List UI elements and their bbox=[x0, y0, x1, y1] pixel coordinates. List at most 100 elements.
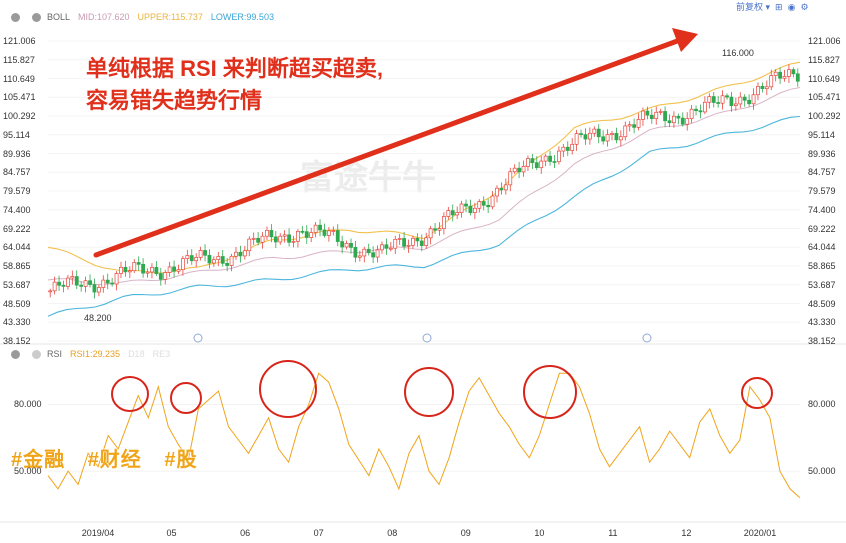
candle-body bbox=[725, 95, 729, 98]
rsi2-value: D18 bbox=[128, 349, 145, 359]
price-tick-left: 84.757 bbox=[3, 167, 31, 178]
rsi-tick-right: 50.000 bbox=[808, 466, 836, 477]
candle-body bbox=[313, 224, 318, 233]
candle-body bbox=[70, 276, 75, 279]
rsi-label[interactable]: RSI bbox=[47, 349, 63, 359]
candle-body bbox=[433, 228, 437, 231]
candle-body bbox=[455, 212, 460, 216]
candle-body bbox=[402, 238, 406, 247]
candle-body bbox=[110, 282, 115, 285]
candle-body bbox=[181, 258, 185, 271]
candle-body bbox=[349, 243, 353, 248]
candle-body bbox=[340, 241, 345, 248]
candle-body bbox=[388, 247, 393, 250]
price-tick-left: 43.330 bbox=[3, 317, 31, 328]
x-tick-label: 05 bbox=[166, 528, 177, 538]
price-tick-left: 121.006 bbox=[3, 36, 36, 46]
event-marker bbox=[422, 333, 432, 343]
price-tick-right: 95.114 bbox=[808, 129, 835, 140]
candle-body bbox=[552, 161, 557, 163]
upper-value: UPPER:115.737 bbox=[137, 12, 203, 22]
annotation-text: 单纯根据 RSI 来判断超买超卖, 容易错失趋势行情 bbox=[86, 56, 383, 114]
candle-body bbox=[658, 111, 663, 113]
candle-body bbox=[627, 124, 632, 127]
candle-body bbox=[415, 237, 420, 242]
candle-body bbox=[357, 255, 362, 258]
candle-body bbox=[167, 266, 172, 273]
candle-body bbox=[667, 120, 672, 124]
price-tick-right: 48.509 bbox=[808, 298, 836, 309]
x-tick-label: 09 bbox=[460, 528, 471, 538]
candle-body bbox=[702, 101, 707, 113]
candle-body bbox=[123, 266, 128, 273]
candle-body bbox=[247, 238, 252, 252]
candle-body bbox=[211, 259, 216, 264]
candle-body bbox=[256, 237, 261, 243]
candle-body bbox=[614, 133, 619, 141]
candle-body bbox=[101, 279, 106, 288]
candle-body bbox=[282, 234, 287, 237]
candle-body bbox=[486, 204, 491, 208]
trend-arrow-head bbox=[672, 28, 698, 52]
candle-body bbox=[530, 158, 535, 164]
gear-icon[interactable] bbox=[11, 12, 20, 22]
overbought-circle bbox=[259, 360, 317, 418]
candle-body bbox=[450, 210, 455, 216]
candle-body bbox=[326, 230, 331, 236]
annotation-line-1: 单纯根据 RSI 来判断超买超卖, bbox=[86, 56, 384, 81]
candle-body bbox=[242, 250, 247, 257]
candle-body bbox=[189, 255, 194, 262]
boll-label[interactable]: BOLL bbox=[47, 12, 71, 22]
candle-body bbox=[79, 284, 84, 287]
price-tick-right: 74.400 bbox=[808, 204, 836, 215]
candle-body bbox=[88, 280, 92, 285]
adjust-label[interactable]: 前复权 bbox=[736, 2, 764, 12]
candle-body bbox=[269, 230, 274, 238]
candle-body bbox=[291, 240, 296, 243]
candle-body bbox=[596, 128, 601, 138]
candle-body bbox=[296, 231, 300, 242]
candle-body bbox=[716, 102, 721, 104]
price-tick-right: 115.827 bbox=[808, 54, 840, 65]
candle-body bbox=[229, 255, 234, 266]
adjust-toggle[interactable]: 前复权 ▾ ⊞ ◉ ⚙ bbox=[736, 0, 809, 13]
candle-body bbox=[490, 195, 495, 208]
price-tick-right: 69.222 bbox=[808, 223, 836, 234]
candle-body bbox=[335, 230, 340, 242]
x-tick-label: 2020/01 bbox=[743, 528, 777, 538]
price-tick-right: 64.044 bbox=[808, 242, 836, 253]
price-tick-left: 105.471 bbox=[3, 92, 36, 103]
candle-body bbox=[623, 125, 628, 138]
candle-body bbox=[150, 267, 154, 273]
close-icon[interactable] bbox=[32, 349, 41, 359]
overbought-circle bbox=[170, 382, 202, 414]
candle-body bbox=[220, 256, 225, 264]
candle-body bbox=[154, 267, 159, 274]
candle-body bbox=[548, 155, 552, 162]
candle-body bbox=[114, 273, 119, 285]
overbought-circle bbox=[404, 367, 454, 417]
candle-body bbox=[446, 210, 451, 217]
candle-body bbox=[225, 263, 230, 266]
candle-body bbox=[362, 248, 367, 257]
candle-body bbox=[499, 187, 504, 191]
candle-body bbox=[512, 167, 517, 173]
candle-body bbox=[371, 252, 376, 258]
gear-icon[interactable] bbox=[11, 349, 20, 359]
candle-body bbox=[517, 167, 522, 173]
price-tick-right: 84.757 bbox=[808, 167, 836, 178]
price-tick-left: 74.400 bbox=[3, 204, 31, 215]
candle-body bbox=[437, 228, 442, 231]
candle-body bbox=[503, 184, 508, 191]
candle-body bbox=[738, 96, 743, 105]
candle-body bbox=[304, 231, 309, 238]
candle-body bbox=[570, 143, 575, 151]
price-high-label: 116.000 bbox=[722, 48, 754, 58]
candle-body bbox=[300, 231, 305, 233]
close-icon[interactable] bbox=[32, 12, 41, 22]
candle-body bbox=[48, 290, 53, 293]
candle-body bbox=[287, 234, 291, 243]
candle-body bbox=[194, 257, 199, 262]
rsi-tick-left: 80.000 bbox=[14, 399, 42, 410]
